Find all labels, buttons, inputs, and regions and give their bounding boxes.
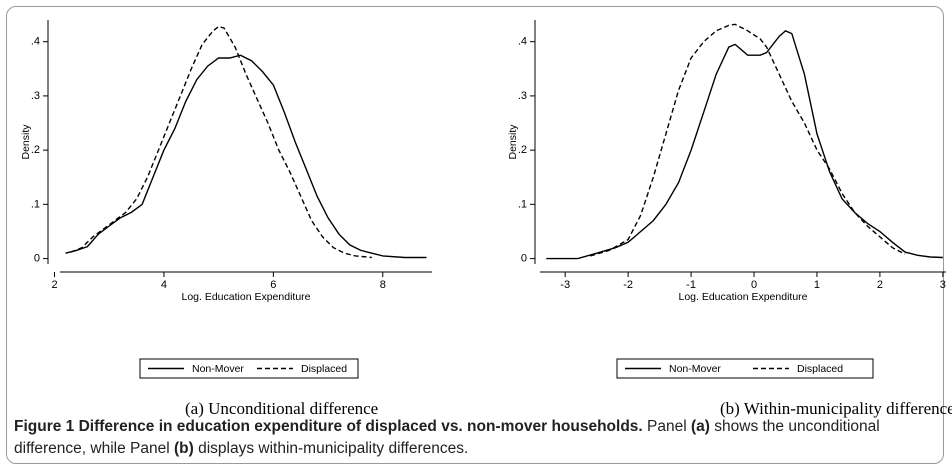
x-axis-label: Log. Education Expenditure bbox=[678, 291, 807, 303]
y-tick-label: .3 bbox=[518, 90, 527, 102]
density-line bbox=[546, 29, 943, 260]
subcaption: (b) Within-municipality difference bbox=[720, 399, 952, 418]
y-tick-label: .1 bbox=[31, 198, 40, 210]
caption-text: shows the unconditional difference, whil… bbox=[14, 418, 880, 457]
caption-text: Panel bbox=[647, 418, 691, 435]
density-line bbox=[65, 54, 427, 259]
legend-label: Non-Mover bbox=[669, 363, 721, 375]
legend-label: Displaced bbox=[301, 363, 347, 375]
caption-text: (b) bbox=[173, 440, 194, 457]
subcaption: (a) Unconditional difference bbox=[185, 399, 378, 418]
y-tick-label: .4 bbox=[31, 36, 40, 48]
y-axis-label: Density bbox=[507, 124, 519, 160]
x-tick-label: 3 bbox=[940, 279, 946, 291]
legend-box bbox=[139, 358, 359, 379]
x-tick-label: -1 bbox=[686, 279, 696, 291]
y-tick-label: .3 bbox=[31, 90, 40, 102]
y-tick-label: .2 bbox=[31, 144, 40, 156]
y-tick-label: .4 bbox=[518, 36, 527, 48]
legend-box bbox=[616, 358, 874, 379]
figure-frame bbox=[6, 6, 944, 464]
x-tick-label: 2 bbox=[877, 279, 883, 291]
y-axis-label: Density bbox=[20, 124, 32, 160]
x-axis-label: Log. Education Expenditure bbox=[181, 291, 310, 303]
caption-text: displays within-municipality differences… bbox=[193, 440, 469, 457]
x-tick-label: -3 bbox=[560, 279, 570, 291]
caption-text: (a) bbox=[691, 418, 710, 435]
y-tick-label: 0 bbox=[521, 252, 527, 264]
caption-title: Figure 1 Difference in education expendi… bbox=[14, 418, 643, 435]
x-tick-label: 6 bbox=[270, 279, 276, 291]
x-tick-label: -2 bbox=[623, 279, 633, 291]
x-tick-label: 8 bbox=[380, 279, 386, 291]
y-tick-label: .1 bbox=[518, 198, 527, 210]
y-tick-label: .2 bbox=[518, 144, 527, 156]
legend-label: Displaced bbox=[797, 363, 843, 375]
density-line bbox=[590, 23, 906, 257]
caption: Figure 1 Difference in education expendi… bbox=[14, 416, 942, 460]
x-tick-label: 1 bbox=[814, 279, 820, 291]
y-tick-label: 0 bbox=[34, 252, 40, 264]
density-line bbox=[70, 25, 372, 259]
x-tick-label: 2 bbox=[51, 279, 57, 291]
x-tick-label: 4 bbox=[161, 279, 167, 291]
x-tick-label: 0 bbox=[751, 279, 757, 291]
legend-label: Non-Mover bbox=[192, 363, 244, 375]
